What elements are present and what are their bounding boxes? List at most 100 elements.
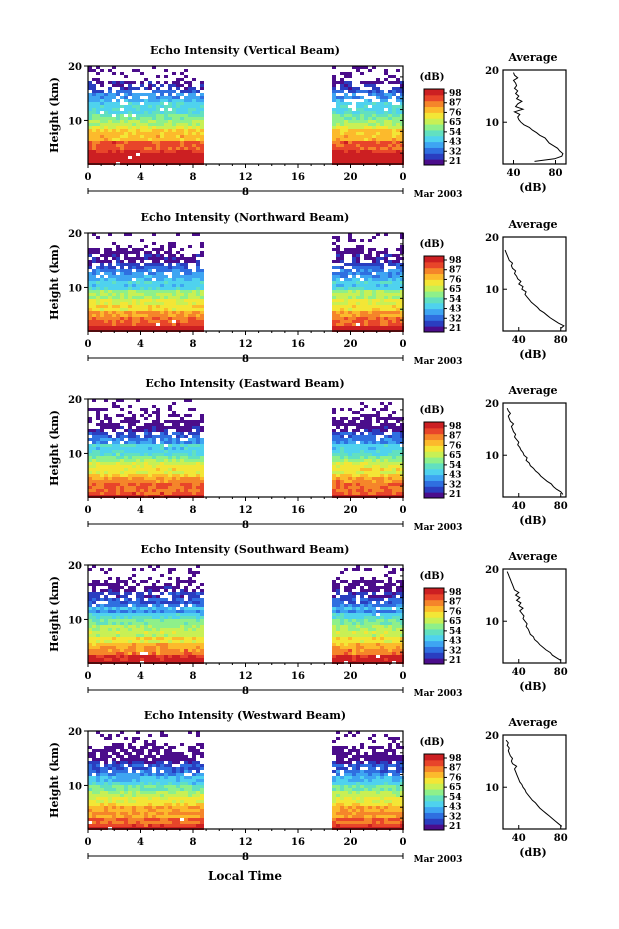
heatmap-cell [360,239,364,242]
heatmap-cell [392,411,396,414]
heatmap-cell [352,314,356,317]
heatmap-cell [388,456,392,459]
heatmap-cell [96,153,100,156]
heatmap-cell [140,616,144,619]
heatmap-cell [196,441,200,444]
heatmap-cell [384,417,388,420]
heatmap-cell [128,462,132,465]
heatmap-cell [120,251,124,254]
heatmap-cell [128,245,132,248]
heatmap-cell [108,305,112,308]
heatmap-cell [172,465,176,468]
heatmap-cell [180,592,184,595]
heatmap-cell [344,75,348,78]
heatmap-cell [128,147,132,150]
heatmap-cell [400,447,404,450]
heatmap-cell [112,147,116,150]
heatmap-cell [380,144,384,147]
heatmap-cell [396,311,400,314]
heatmap-cell [96,236,100,239]
heatmap-cell [104,257,108,260]
heatmap-cell [372,150,376,153]
heatmap-cell [100,311,104,314]
heatmap-cell [344,580,348,583]
heatmap-cell [400,586,404,589]
heatmap-cell [164,471,168,474]
colorbar-swatch [424,462,444,470]
heatmap-cell [112,426,116,429]
heatmap-cell [136,144,140,147]
heatmap-cell [116,302,120,305]
heatmap-cell [108,278,112,281]
heatmap-cell [112,293,116,296]
heatmap-cell [92,323,96,326]
heatmap-cell [152,483,156,486]
heatmap-cell [200,616,204,619]
heatmap-cell [384,601,388,604]
heatmap-cell [136,135,140,138]
heatmap-cell [336,450,340,453]
heatmap-cell [132,314,136,317]
heatmap-cell [368,290,372,293]
heatmap-cell [188,423,192,426]
heatmap-cell [184,275,188,278]
heatmap-cell [340,640,344,643]
heatmap-cell [132,69,136,72]
heatmap-cell [132,453,136,456]
heatmap-cell [128,459,132,462]
heatmap-cell [160,622,164,625]
heatmap-cell [136,120,140,123]
heatmap-cell [132,637,136,640]
heatmap-cell [180,634,184,637]
heatmap-cell [184,589,188,592]
heatmap-cell [376,129,380,132]
heatmap-cell [380,471,384,474]
heatmap-cell [144,447,148,450]
heatmap-cell [336,456,340,459]
heatmap-cell [184,492,188,495]
heatmap-cell [400,317,404,320]
heatmap-cell [388,459,392,462]
heatmap-cell [388,96,392,99]
heatmap-cell [384,111,388,114]
heatmap-cell [108,423,112,426]
heatmap-cell [388,625,392,628]
heatmap-cell [140,414,144,417]
heatmap-cell [112,126,116,129]
heatmap-cell [108,634,112,637]
heatmap-cell [196,138,200,141]
heatmap-cell [352,263,356,266]
heatmap-cell [128,643,132,646]
heatmap-cell [100,290,104,293]
heatmap-cell [180,263,184,266]
heatmap-cell [380,90,384,93]
heatmap [88,399,404,498]
heatmap-cell [396,323,400,326]
heatmap-cell [140,450,144,453]
heatmap-cell [348,311,352,314]
heatmap-cell [372,408,376,411]
average-profile-line [506,408,564,495]
heatmap-cell [92,126,96,129]
heatmap-cell [140,272,144,275]
heatmap-cell [360,66,364,69]
heatmap-cell [332,429,336,432]
heatmap-cell [184,444,188,447]
heatmap-cell [368,84,372,87]
heatmap-cell [152,293,156,296]
heatmap-cell [340,159,344,162]
heatmap-cell [396,254,400,257]
heatmap-cell [176,96,180,99]
heatmap-cell [396,90,400,93]
heatmap-cell [188,102,192,105]
heatmap-cell [332,483,336,486]
heatmap-cell [144,423,148,426]
heatmap-cell [372,468,376,471]
heatmap-cell [132,471,136,474]
heatmap-cell [392,471,396,474]
heatmap-cell [140,72,144,75]
heatmap-cell [144,138,148,141]
heatmap-cell [180,311,184,314]
heatmap-cell [112,320,116,323]
y-axis-label: Height (km) [48,410,61,486]
